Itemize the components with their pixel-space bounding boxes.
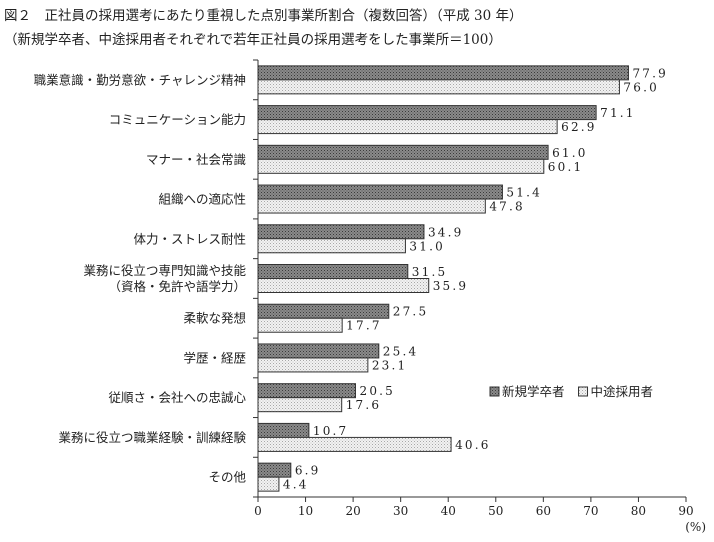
category-label: コミュニケーション能力 <box>109 112 246 127</box>
x-tick-label: 0 <box>254 504 262 518</box>
legend-swatch <box>489 386 500 397</box>
bar-new-graduate <box>257 264 409 279</box>
bar-new-graduate <box>257 105 597 121</box>
data-label: 6.9 <box>295 464 321 478</box>
x-tick-label: 50 <box>488 504 503 518</box>
bar-new-graduate <box>257 65 629 81</box>
data-label: 60.1 <box>548 160 584 174</box>
category-label: （資格・免許や語学力） <box>108 279 246 294</box>
legend-label: 新規学卒者 <box>502 384 565 399</box>
category-label: その他 <box>208 470 246 485</box>
bar-mid-career <box>257 238 406 254</box>
data-label: 77.9 <box>632 66 668 80</box>
x-tick-label: 20 <box>345 504 360 518</box>
bar-mid-career <box>257 436 452 452</box>
bar-new-graduate <box>257 184 503 200</box>
data-label: 4.4 <box>283 478 309 492</box>
x-tick-label: 90 <box>678 504 693 518</box>
x-tick-label: 10 <box>298 504 313 518</box>
data-label: 76.0 <box>623 80 659 94</box>
chart-title: 図２ 正社員の採用選考にあたり重視した点別事業所割合（複数回答）（平成 30 年… <box>4 8 523 24</box>
data-label: 25.4 <box>383 344 419 358</box>
bar-new-graduate <box>257 144 549 160</box>
category-label: 業務に役立つ専門知識や技能 <box>83 263 246 278</box>
data-label: 31.5 <box>412 265 448 279</box>
category-label: 職業意識・勤労意欲・チャレンジ精神 <box>34 72 246 87</box>
x-tick-label: 80 <box>631 504 646 518</box>
bar-mid-career <box>257 397 343 413</box>
bar-new-graduate <box>257 343 380 359</box>
bar-mid-career <box>257 198 486 214</box>
x-tick-label: 60 <box>536 504 551 518</box>
data-label: 35.9 <box>433 279 469 293</box>
bar-mid-career <box>257 119 558 135</box>
data-label: 17.7 <box>346 319 382 333</box>
bar-new-graduate <box>257 303 390 319</box>
data-label: 61.0 <box>552 146 588 160</box>
data-label: 20.5 <box>359 384 395 398</box>
category-label: マナー・社会常識 <box>146 152 246 167</box>
unit-label: (%) <box>685 520 706 534</box>
x-tick-label: 40 <box>441 504 456 518</box>
data-label: 47.8 <box>489 200 525 214</box>
data-label: 31.0 <box>409 239 445 253</box>
bar-mid-career <box>257 278 430 293</box>
x-tick-label: 30 <box>393 504 408 518</box>
chart-subtitle: （新規学卒者、中途採用者それぞれで若年正社員の採用選考をした事業所＝100） <box>4 32 502 48</box>
data-label: 17.6 <box>346 398 382 412</box>
category-label: 組織への適応性 <box>158 192 246 207</box>
data-label: 71.1 <box>600 106 636 120</box>
data-label: 40.6 <box>455 438 491 452</box>
bar-new-graduate <box>257 462 292 478</box>
bar-mid-career <box>257 476 280 492</box>
bar-mid-career <box>257 79 620 95</box>
category-label: 業務に役立つ職業経験・訓練経験 <box>58 430 246 445</box>
bar-mid-career <box>257 357 369 373</box>
legend-swatch <box>578 386 589 397</box>
data-label: 62.9 <box>561 120 597 134</box>
x-tick-label: 70 <box>583 504 598 518</box>
category-label: 従順さ・会社への忠誠心 <box>108 390 246 405</box>
category-label: 体力・ストレス耐性 <box>133 231 246 246</box>
data-label: 10.7 <box>313 424 349 438</box>
bar-new-graduate <box>257 383 356 399</box>
data-label: 34.9 <box>428 225 464 239</box>
data-label: 23.1 <box>372 358 408 372</box>
category-label: 柔軟な発想 <box>183 311 246 326</box>
category-label: 学歴・経歴 <box>183 350 246 365</box>
bar-mid-career <box>257 317 343 333</box>
bar-new-graduate <box>257 422 310 438</box>
data-label: 27.5 <box>393 305 429 319</box>
legend-label: 中途採用者 <box>591 384 654 399</box>
bar-mid-career <box>257 158 545 174</box>
bar-new-graduate <box>257 224 425 240</box>
data-label: 51.4 <box>506 186 542 200</box>
